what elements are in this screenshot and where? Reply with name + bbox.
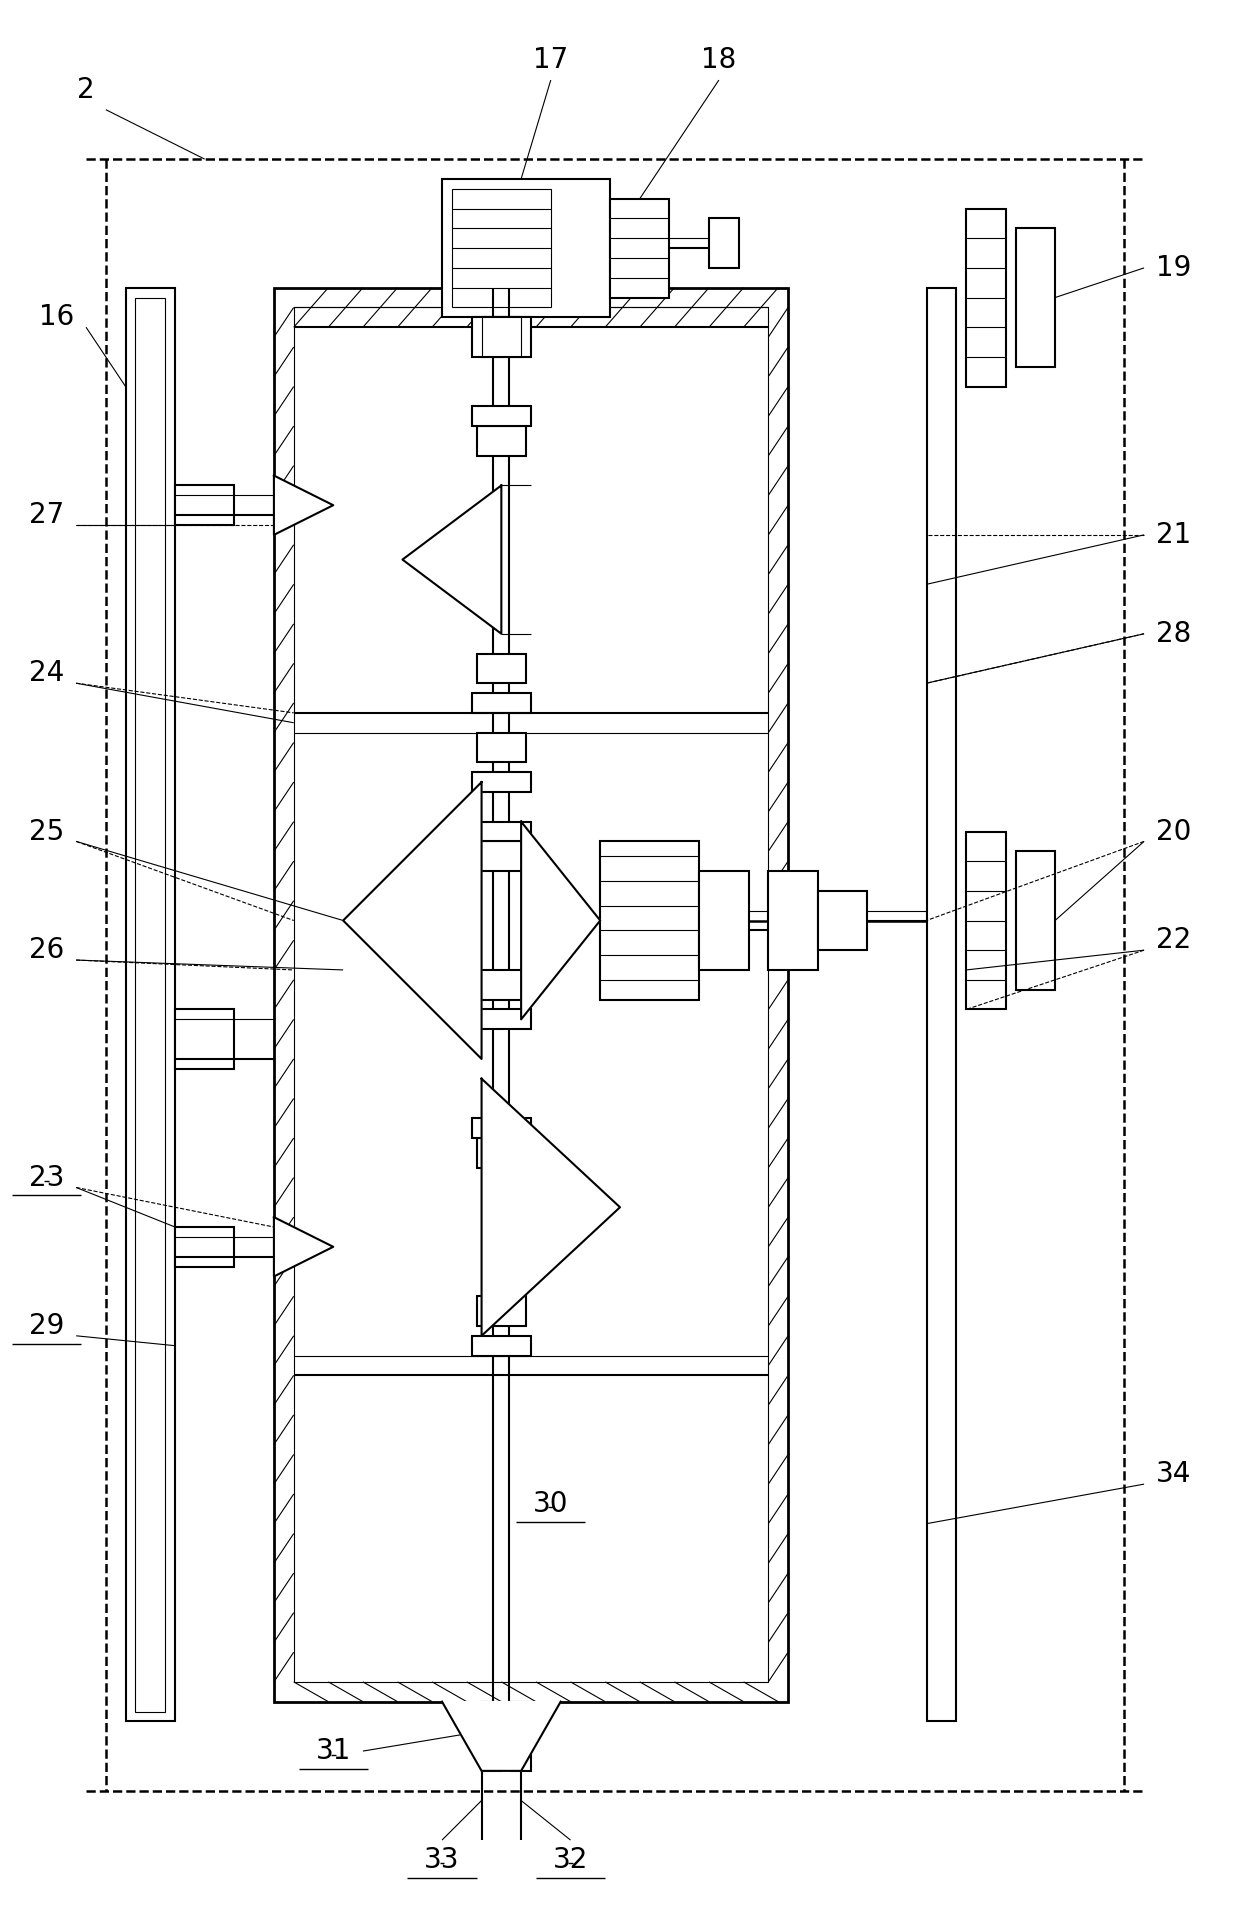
Text: 16: 16 [38,303,74,332]
Bar [294,307,769,1681]
Bar [471,822,531,841]
Bar [769,870,817,971]
Bar [471,1117,531,1139]
Bar [476,733,526,762]
Polygon shape [274,475,334,535]
Bar [610,199,670,297]
Bar [476,427,526,455]
Polygon shape [274,1218,334,1276]
Bar [471,1336,531,1355]
Text: 34: 34 [1156,1461,1192,1488]
Text: 22: 22 [1156,926,1192,953]
Text: 19: 19 [1156,255,1192,282]
Bar [125,288,175,1722]
Bar [175,1009,234,1069]
Text: 24: 24 [29,660,64,687]
Bar [471,772,531,791]
Text: 21: 21 [1156,521,1192,548]
Bar [471,317,531,357]
Bar [476,971,526,1000]
Bar [600,841,699,1000]
Bar [817,892,867,950]
Text: 17: 17 [533,46,568,73]
Bar [481,317,521,357]
Text: 25: 25 [29,818,64,845]
Text: 32: 32 [553,1845,588,1874]
Bar [135,297,165,1712]
Bar [476,1297,526,1326]
Polygon shape [441,1702,560,1772]
Text: 29: 29 [29,1312,64,1339]
Bar [1016,851,1055,990]
Bar [471,1009,531,1029]
Bar [511,1702,531,1772]
Bar [175,486,234,525]
Text: 23: 23 [29,1164,64,1191]
Text: 18: 18 [702,46,737,73]
Text: 27: 27 [29,502,64,529]
Text: 31: 31 [315,1737,351,1766]
Text: 26: 26 [29,936,64,965]
Bar [471,693,531,712]
Bar [709,218,739,268]
Bar [1016,228,1055,367]
Bar [451,189,551,307]
Bar [926,288,956,1722]
Bar [441,179,610,317]
Bar [476,841,526,870]
Polygon shape [521,822,600,1019]
Polygon shape [481,1079,620,1336]
Bar [966,832,1006,1009]
Text: 20: 20 [1156,818,1192,845]
Text: 30: 30 [533,1490,568,1517]
Bar [471,407,531,427]
Bar [481,1702,501,1772]
Bar [175,1227,234,1266]
Polygon shape [403,486,501,633]
Text: 33: 33 [424,1845,460,1874]
Bar [699,870,749,971]
Text: 28: 28 [1156,620,1192,648]
Text: 2: 2 [77,75,95,104]
Bar [476,1139,526,1168]
Bar [274,288,789,1702]
Bar [966,208,1006,386]
Polygon shape [343,782,481,1060]
Bar [476,654,526,683]
